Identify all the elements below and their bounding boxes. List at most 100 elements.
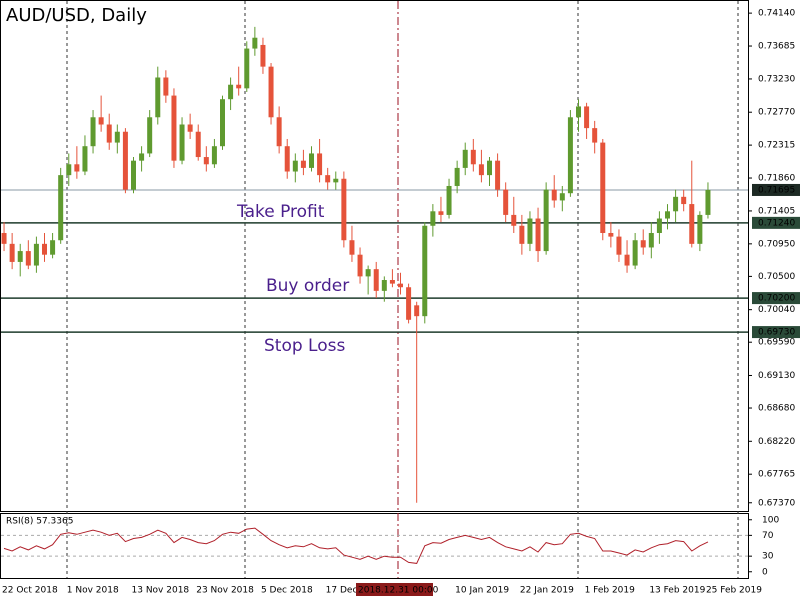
x-label-highlight: [356, 583, 433, 596]
rsi-line: [3, 527, 709, 564]
candle-body: [139, 153, 145, 161]
y-tick-label: 70: [762, 531, 774, 541]
rsi-title: RSI(8) 57.3365: [6, 517, 73, 527]
candle-body: [33, 243, 39, 266]
x-tick-label: 23 Nov 2018: [196, 586, 254, 596]
y-tick-label: 0.70950: [758, 239, 795, 249]
candle-body: [114, 131, 120, 143]
current-price-label: 0.71695: [758, 185, 795, 195]
candle-body: [640, 240, 646, 248]
y-tick-label: 0.69590: [758, 338, 795, 348]
candle-body: [624, 254, 630, 266]
candle-body: [131, 160, 136, 190]
candle-body: [503, 189, 509, 215]
y-tick-label: 0.68220: [758, 437, 795, 447]
level-name: Buy order: [266, 276, 349, 296]
candle-body: [559, 193, 565, 201]
level-name: Take Profit: [236, 202, 325, 222]
candle-body: [1, 232, 7, 244]
level-price-label: 0.70200: [758, 294, 795, 304]
chart-title: AUD/USD, Daily: [6, 5, 147, 26]
main-frame: [0, 0, 749, 512]
candle-body: [648, 232, 654, 248]
y-tick-label: 100: [762, 515, 779, 525]
candle-body: [122, 131, 128, 190]
candle-body: [9, 243, 15, 262]
candle-body: [519, 225, 525, 244]
candle-body: [195, 131, 201, 158]
candle-body: [309, 153, 314, 168]
candle-body: [632, 240, 638, 266]
x-tick-label: 13 Nov 2018: [132, 586, 190, 596]
candle-body: [284, 146, 290, 172]
y-tick-label: 0: [762, 567, 768, 577]
candle-body: [454, 167, 460, 186]
candle-body: [665, 211, 670, 219]
period-separators: [66, 1, 739, 578]
candle-body: [98, 117, 104, 125]
candle-body: [462, 149, 468, 168]
candle-body: [584, 106, 590, 129]
candle-body: [365, 269, 371, 277]
candle-body: [656, 218, 662, 233]
x-tick-label: 22 Jan 2019: [520, 586, 574, 596]
candle-body: [389, 280, 395, 284]
candle-body: [576, 106, 581, 118]
candle-body: [171, 95, 177, 161]
y-tick-label: 0.73685: [758, 42, 795, 52]
candle-body: [163, 77, 169, 96]
candle-body: [252, 37, 258, 49]
candle-body: [470, 149, 476, 165]
candle-body: [244, 48, 250, 89]
candle-body: [495, 160, 501, 190]
x-tick-label: 2018.12.31 00:00: [358, 586, 439, 596]
candle-body: [260, 44, 266, 67]
candle-body: [438, 211, 444, 215]
x-tick-label: 25 Feb 2019: [706, 586, 762, 596]
candle-body: [276, 117, 282, 147]
candle-body: [705, 189, 711, 215]
candle-body: [406, 287, 412, 320]
y-tick-label: 0.70040: [758, 305, 795, 315]
candle-body: [430, 211, 436, 226]
candle-body: [422, 225, 428, 317]
y-tick-label: 0.67370: [758, 498, 795, 508]
x-tick-label: 13 Feb 2019: [649, 586, 705, 596]
y-tick-label: 30: [762, 552, 774, 562]
candle-body: [357, 254, 363, 277]
candle-body: [446, 185, 452, 215]
candle-body: [373, 269, 379, 291]
candle-body: [203, 157, 209, 165]
candle-body: [511, 214, 517, 226]
rsi-frame: [0, 513, 749, 579]
candle-body: [600, 142, 606, 233]
candle-body: [82, 146, 88, 172]
candle-body: [155, 77, 161, 118]
candle-body: [681, 196, 687, 205]
level-tag: [752, 326, 800, 339]
x-tick-label: 10 Jan 2019: [455, 586, 509, 596]
candle-body: [381, 280, 387, 291]
y-tick-label: 0.70500: [758, 272, 795, 282]
candle-body: [58, 175, 64, 241]
y-tick-label: 0.68680: [758, 404, 795, 414]
candle-body: [66, 164, 72, 176]
level-price-label: 0.71240: [758, 218, 795, 228]
candle-body: [300, 160, 306, 168]
candle-body: [478, 164, 484, 176]
level-tag: [752, 292, 800, 305]
x-tick-label: 5 Dec 2018: [261, 586, 313, 596]
candle-body: [616, 236, 622, 255]
candle-body: [268, 66, 274, 118]
candle-body: [689, 204, 695, 244]
candle-body: [106, 124, 112, 143]
x-tick-label: 22 Oct 2018: [2, 586, 58, 596]
candle-body: [90, 117, 96, 147]
candle-body: [398, 283, 403, 288]
candle-body: [325, 175, 331, 183]
candle-body: [551, 189, 557, 201]
y-tick-label: 0.71405: [758, 206, 795, 216]
y-tick-label: 0.72770: [758, 108, 795, 118]
candle-body: [220, 99, 225, 147]
